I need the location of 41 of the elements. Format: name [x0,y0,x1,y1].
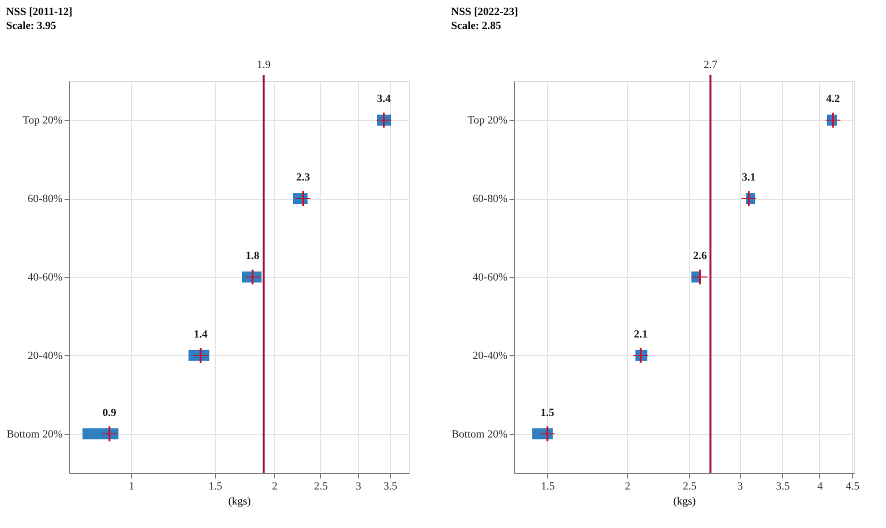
x-tick-label: 3 [737,480,744,492]
x-tick-label: 4 [817,480,824,492]
x-tick-label: 2.5 [682,480,697,492]
x-tick-label: 2.5 [314,480,328,492]
ref-line-label: 2.7 [704,59,718,71]
y-tick-label: 60-80% [472,193,508,206]
data-label: 3.1 [742,172,756,184]
x-axis-title: (kgs) [673,496,696,508]
x-tick-label: 2 [272,480,278,492]
chart-title: NSS [2022-23] [451,6,518,18]
data-label: 4.2 [826,93,840,106]
y-tick-label: Bottom 20% [6,428,62,440]
y-tick-label: 40-60% [472,272,508,284]
y-tick-label: 20-40% [472,350,508,362]
data-label: 0.9 [102,406,117,419]
data-label: 2.3 [296,172,311,184]
y-tick-label: Top 20% [468,114,508,127]
x-axis-title: (kgs) [228,496,252,508]
chart-subtitle: Scale: 2.85 [451,20,502,32]
data-label: 2.1 [634,328,648,340]
y-tick-label: 20-40% [28,350,62,362]
y-tick-label: 60-80% [28,193,62,206]
x-tick-label: 2 [624,480,630,492]
y-tick-label: 40-60% [28,272,62,284]
y-tick-label: Top 20% [22,114,62,127]
data-label: 1.4 [194,328,208,340]
data-label: 2.6 [693,250,708,262]
data-label: 3.4 [376,93,392,106]
x-tick-label: 3 [356,480,362,492]
x-tick-label: 1.5 [208,480,223,492]
x-tick-label: 3.5 [383,480,398,492]
data-label: 1.8 [246,250,260,262]
y-tick-label: Bottom 20% [452,428,508,440]
chart-subtitle: Scale: 3.95 [6,20,57,32]
chart-title: NSS [2011-12] [6,6,72,18]
x-tick-label: 1.5 [540,480,556,492]
x-tick-label: 4.5 [846,480,860,492]
ref-line-label: 1.9 [256,59,272,71]
x-tick-label: 3.5 [776,480,790,492]
x-tick-label: 1 [128,480,134,492]
data-label: 1.5 [540,406,555,419]
